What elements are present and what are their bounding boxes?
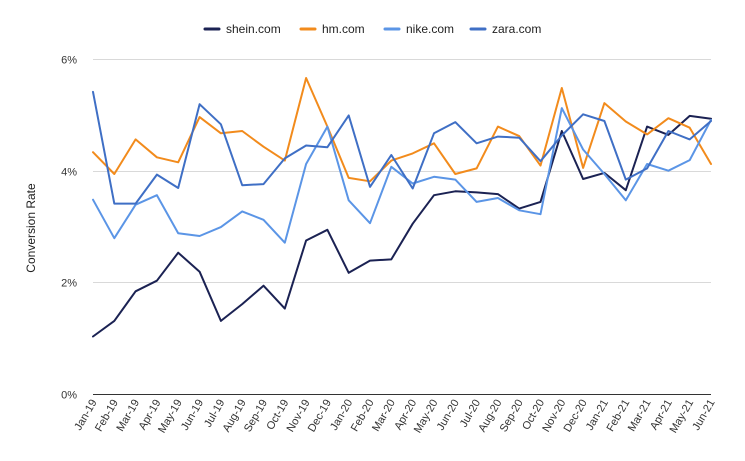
y-tick-label: 6% bbox=[61, 55, 77, 67]
series-lines bbox=[92, 77, 712, 338]
y-axis-ticks: 0% 2% 4% 6% bbox=[61, 55, 77, 402]
y-axis-title: Conversion Rate bbox=[24, 183, 38, 273]
gridlines bbox=[93, 59, 711, 395]
y-tick-label: 4% bbox=[61, 167, 77, 179]
legend-label: hm.com bbox=[322, 22, 365, 36]
series-line-nike-com bbox=[92, 107, 712, 244]
series-line-shein-com bbox=[92, 114, 712, 338]
x-axis-ticks: Jan-19Feb-19Mar-19Apr-19May-19Jun-19Jul-… bbox=[72, 398, 717, 436]
legend-label: zara.com bbox=[492, 22, 541, 36]
legend-label: nike.com bbox=[406, 22, 454, 36]
series-line-hm-com bbox=[92, 77, 712, 183]
series-line-zara-com bbox=[92, 90, 712, 205]
legend-label: shein.com bbox=[226, 22, 281, 36]
legend: shein.com hm.com nike.com zara.com bbox=[203, 22, 541, 36]
y-tick-label: 2% bbox=[61, 278, 77, 290]
y-tick-label: 0% bbox=[61, 390, 77, 402]
